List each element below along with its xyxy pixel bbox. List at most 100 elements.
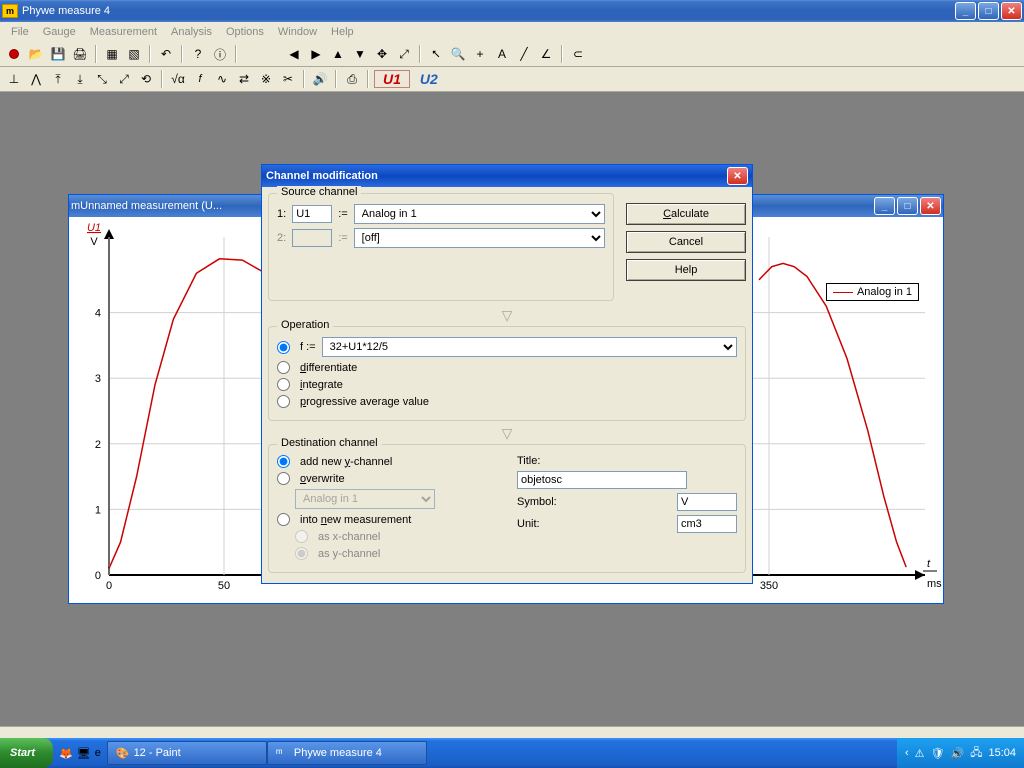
main-titlebar: m Phywe measure 4 _ □ ✕ — [0, 0, 1024, 22]
crosshair-button[interactable]: + — [470, 44, 490, 64]
dest-asx-radio — [295, 530, 308, 543]
dest-new-label: into new measurement — [300, 514, 411, 526]
tray-icon-1[interactable]: ⚠ — [915, 747, 925, 760]
ql-desktop-icon[interactable]: 🖥 — [77, 747, 91, 760]
line-button[interactable]: ╱ — [514, 44, 534, 64]
op-f-input[interactable]: 32+U1*12/5 — [322, 337, 737, 357]
menu-file[interactable]: File — [4, 24, 36, 40]
table-button[interactable]: ▦ — [102, 44, 122, 64]
close-button[interactable]: ✕ — [1001, 2, 1022, 20]
channel-u1[interactable]: U1 — [374, 70, 410, 88]
menu-gauge[interactable]: Gauge — [36, 24, 83, 40]
tool-a[interactable]: ⊥ — [4, 69, 24, 89]
print-button[interactable]: 🖨 — [70, 44, 90, 64]
tray-icon-2[interactable]: 🛡 — [931, 747, 945, 760]
menu-measurement[interactable]: Measurement — [83, 24, 164, 40]
unit-input[interactable] — [677, 515, 737, 533]
dialog-close[interactable]: ✕ — [727, 167, 748, 185]
menu-analysis[interactable]: Analysis — [164, 24, 219, 40]
undo-button[interactable]: ↶ — [156, 44, 176, 64]
title-label: Title: — [517, 455, 567, 467]
channel-mod-dialog: Channel modification ✕ Source channel 1:… — [261, 164, 753, 584]
info-button[interactable]: ⓘ — [210, 44, 230, 64]
op-f-radio[interactable] — [277, 341, 290, 354]
tool-i[interactable]: ⇄ — [234, 69, 254, 89]
chart-win-title: Unnamed measurement (U... — [80, 200, 222, 212]
src2-select[interactable]: [off] — [354, 228, 605, 248]
tool-f[interactable]: ⤢ — [114, 69, 134, 89]
zoom-button[interactable]: 🔍 — [448, 44, 468, 64]
save-button[interactable]: 💾 — [48, 44, 68, 64]
task-paint[interactable]: 🎨12 - Paint — [107, 741, 267, 765]
dest-new-radio[interactable] — [277, 513, 290, 526]
dialog-titlebar[interactable]: Channel modification ✕ — [262, 165, 752, 187]
ql-ie-icon[interactable]: e — [95, 747, 101, 760]
tray-icon-4[interactable]: 🖧 — [970, 744, 982, 763]
title-input[interactable] — [517, 471, 687, 489]
dest-add-radio[interactable] — [277, 455, 290, 468]
src1-value[interactable] — [292, 205, 332, 223]
child-close[interactable]: ✕ — [920, 197, 941, 215]
tool-b[interactable]: ⋀ — [26, 69, 46, 89]
op-diff-radio[interactable] — [277, 361, 290, 374]
help-button[interactable]: Help — [626, 259, 746, 281]
fn-button[interactable]: f — [190, 69, 210, 89]
nav-down-button[interactable]: ▼ — [350, 44, 370, 64]
symbol-input[interactable] — [677, 493, 737, 511]
tool-g[interactable]: ⟲ — [136, 69, 156, 89]
calculate-button[interactable]: CCalculatealculate — [626, 203, 746, 225]
tray-icon-3[interactable]: 🔊 — [951, 747, 965, 760]
chart-legend: Analog in 1 — [826, 283, 919, 301]
tool-c[interactable]: ⤒ — [48, 69, 68, 89]
text-button[interactable]: A — [492, 44, 512, 64]
ql-firefox-icon[interactable]: 🦊 — [59, 747, 73, 760]
child-minimize[interactable]: _ — [874, 197, 895, 215]
child-maximize[interactable]: □ — [897, 197, 918, 215]
svg-text:U1: U1 — [87, 222, 101, 234]
menu-help[interactable]: Help — [324, 24, 361, 40]
record-button[interactable] — [4, 44, 24, 64]
tool-j[interactable]: ※ — [256, 69, 276, 89]
pointer-button[interactable]: ⭦ — [426, 44, 446, 64]
cut-button[interactable]: ✂ — [278, 69, 298, 89]
magnet-button[interactable]: ⊂ — [568, 44, 588, 64]
sound-button[interactable]: 🔊 — [310, 69, 330, 89]
menu-window[interactable]: Window — [271, 24, 324, 40]
app-title: Phywe measure 4 — [22, 5, 110, 17]
open-button[interactable]: 📂 — [26, 44, 46, 64]
nav-up-button[interactable]: ▲ — [328, 44, 348, 64]
tool-d[interactable]: ⤓ — [70, 69, 90, 89]
svg-text:t: t — [927, 558, 931, 570]
angle-button[interactable]: ∠ — [536, 44, 556, 64]
symbol-label: Symbol: — [517, 496, 567, 508]
tool-e[interactable]: ⤡ — [92, 69, 112, 89]
op-diff-label: differentiate — [300, 362, 357, 374]
chevron-1: ▽ — [268, 307, 746, 324]
op-int-radio[interactable] — [277, 378, 290, 391]
tool-h[interactable]: ∿ — [212, 69, 232, 89]
toolbar-1: 📂 💾 🖨 ▦ ▧ ↶ ? ⓘ ◀ ▶ ▲ ▼ ✥ ⤢ ⭦ 🔍 + A ╱ ∠ … — [0, 42, 1024, 67]
svg-text:1: 1 — [95, 504, 101, 516]
minimize-button[interactable]: _ — [955, 2, 976, 20]
operation-legend: Operation — [277, 319, 333, 331]
nav-right-button[interactable]: ▶ — [306, 44, 326, 64]
task-phywe[interactable]: mPhywe measure 4 — [267, 741, 427, 765]
sqrt-button[interactable]: √α — [168, 69, 188, 89]
menu-options[interactable]: Options — [219, 24, 271, 40]
cancel-button[interactable]: Cancel — [626, 231, 746, 253]
tray-arrow-icon[interactable]: ‹ — [905, 747, 909, 759]
zoom-fit-button[interactable]: ⤢ — [394, 44, 414, 64]
channel-u2[interactable]: U2 — [412, 71, 446, 87]
dest-legend: Destination channel — [277, 437, 382, 449]
maximize-button[interactable]: □ — [978, 2, 999, 20]
src1-select[interactable]: Analog in 1 — [354, 204, 605, 224]
start-button[interactable]: Start — [0, 738, 53, 768]
tool-k[interactable]: ⎙ — [342, 69, 362, 89]
dest-over-radio[interactable] — [277, 472, 290, 485]
help-button[interactable]: ? — [188, 44, 208, 64]
move-button[interactable]: ✥ — [372, 44, 392, 64]
op-avg-radio[interactable] — [277, 395, 290, 408]
chart-button[interactable]: ▧ — [124, 44, 144, 64]
nav-left-button[interactable]: ◀ — [284, 44, 304, 64]
dest-asy-radio — [295, 547, 308, 560]
